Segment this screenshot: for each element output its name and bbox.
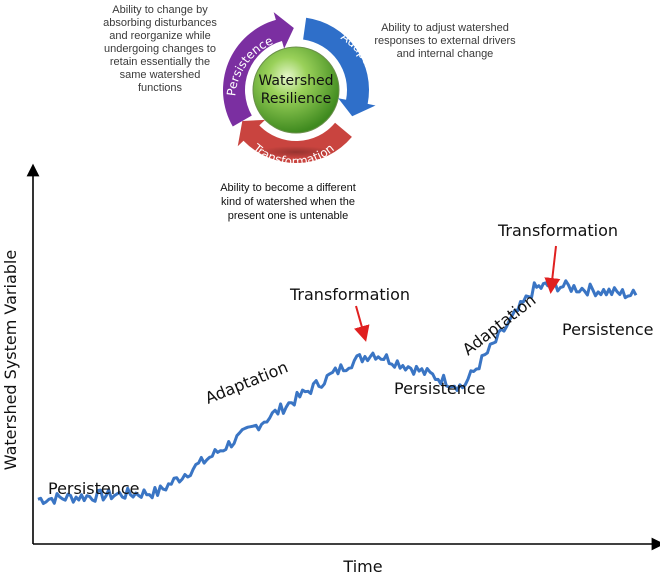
annotation-adaptation-1: Adaptation (202, 357, 290, 407)
y-axis-label: Watershed System Variable (1, 250, 20, 470)
resilience-sphere (252, 46, 340, 134)
resilience-cycle: Watershed Resilience Persistence Adaptat… (223, 12, 382, 169)
sphere-shadow (258, 146, 334, 158)
x-axis-label: Time (342, 557, 382, 574)
annotation-arrow-2 (354, 305, 370, 342)
adaptation-description: Ability to adjust watershed responses to… (374, 22, 516, 60)
persistence-description: Ability to change by absorbing disturban… (103, 4, 217, 94)
annotation-transformation-5: Transformation (497, 221, 618, 240)
annotation-persistence-3: Persistence (394, 379, 486, 398)
annotation-adaptation-4: Adaptation (459, 290, 540, 359)
annotation-transformation-2: Transformation (289, 285, 410, 304)
center-label-line2: Resilience (261, 91, 331, 107)
transformation-description: Ability to become a different kind of wa… (220, 182, 356, 222)
annotation-arrow-5 (544, 245, 561, 294)
trajectory-line (37, 278, 638, 505)
annotation-persistence-6: Persistence (562, 320, 654, 339)
adaptation-arrow (303, 17, 376, 117)
annotation-persistence-0: Persistence (48, 479, 140, 498)
persistence-arrow (223, 12, 294, 127)
center-label-line1: Watershed (258, 73, 333, 89)
